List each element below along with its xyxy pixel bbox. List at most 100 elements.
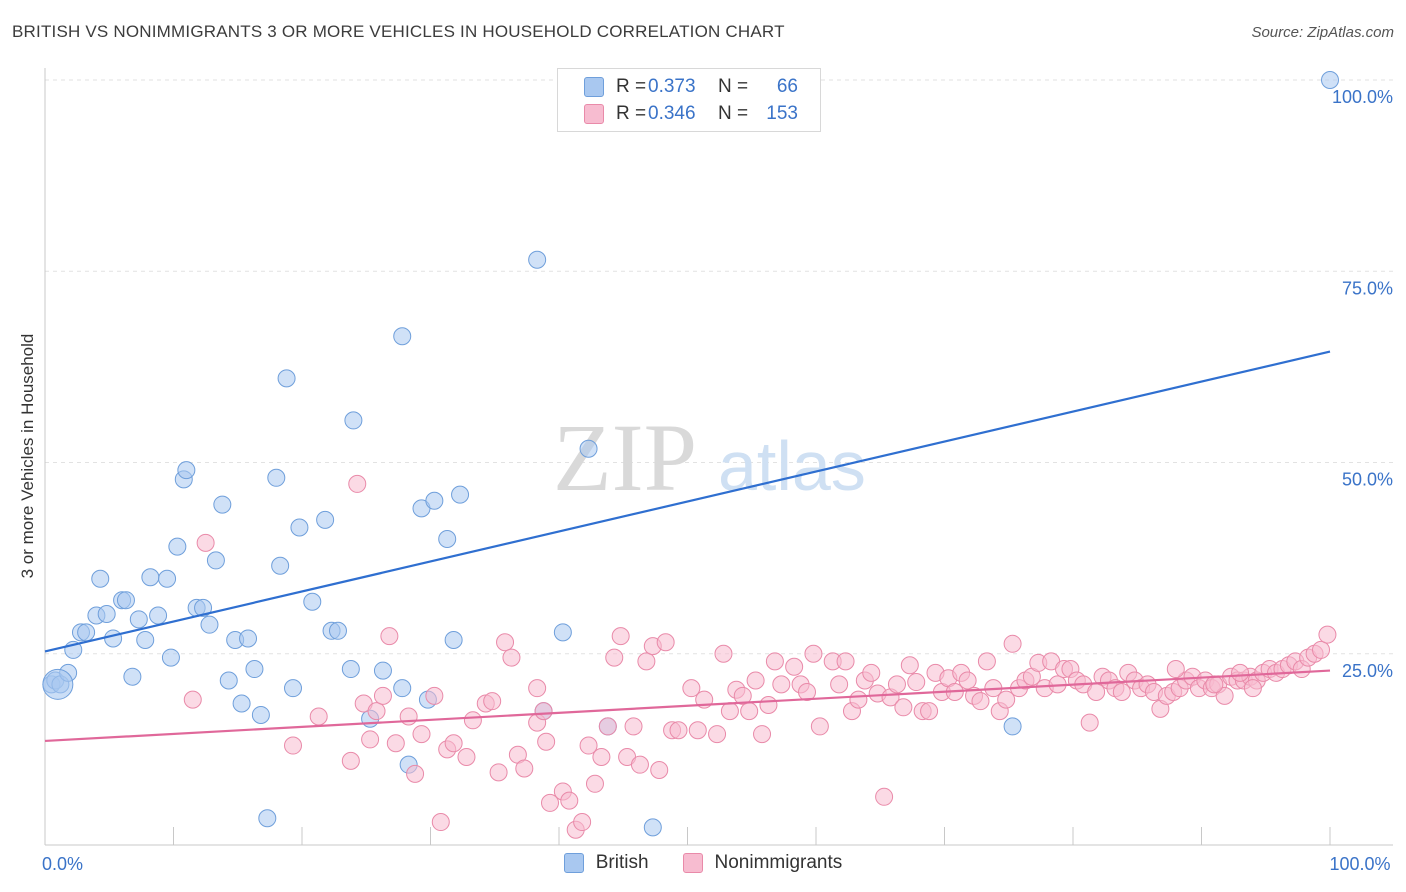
british-point	[341, 660, 360, 679]
trend-lines	[44, 350, 1331, 743]
nonimmigrants-point	[534, 702, 553, 721]
nonimmigrants-point	[740, 702, 759, 721]
british-point	[344, 411, 363, 430]
points	[42, 71, 1339, 839]
nonimmigrants-point	[637, 652, 656, 671]
british-point	[373, 661, 392, 680]
british-point	[579, 439, 598, 458]
nonimmigrants-point	[977, 652, 996, 671]
nonimmigrants-point	[1215, 686, 1234, 705]
legend-row-nonimmigrants: R = 0.346 N = 153	[584, 102, 798, 126]
nonimmigrants-point	[1003, 634, 1022, 653]
british-point	[91, 569, 110, 588]
nonimmigrants-point	[457, 748, 476, 767]
british-point	[438, 530, 457, 548]
british-point	[393, 679, 412, 698]
r-label: R =	[616, 103, 647, 124]
british-point	[553, 623, 572, 642]
nonimmigrants-point	[624, 717, 643, 736]
british-swatch	[584, 77, 604, 97]
nonimmigrants-point	[630, 755, 649, 774]
legend-row-british: R = 0.373 N = 66	[584, 75, 798, 99]
nonimmigrants-point	[708, 725, 727, 744]
nonimmigrants-point	[444, 734, 463, 753]
legend-item-nonimmigrants[interactable]: Nonimmigrants	[682, 852, 843, 874]
nonimmigrants-point	[611, 627, 630, 646]
nonimmigrants-point	[804, 644, 823, 663]
y-tick-label: 75.0%	[1342, 278, 1393, 298]
british-point	[149, 606, 168, 625]
british-trend-line	[44, 350, 1331, 653]
y-tick-label: 100.0%	[1332, 87, 1393, 107]
nonimmigrants-point	[406, 764, 425, 783]
british-point	[206, 551, 225, 570]
nonimmigrants-point	[560, 791, 579, 810]
nonimmigrants-point	[733, 686, 752, 705]
nonimmigrants-point	[830, 675, 849, 694]
british-point	[245, 660, 264, 679]
british-point	[303, 592, 322, 611]
nonimmigrants-point	[1231, 663, 1250, 682]
british-point	[141, 568, 160, 587]
nonimmigrants-point	[849, 690, 868, 709]
nonimmigrants-point	[537, 732, 556, 751]
british-point	[290, 518, 309, 537]
r-label: R =	[616, 76, 647, 97]
nonimmigrants-point	[196, 533, 215, 552]
y-axis-label: 3 or more Vehicles in Household	[18, 333, 37, 579]
british-swatch	[563, 853, 584, 873]
watermark-zip: ZIP	[553, 404, 697, 511]
british-point	[267, 468, 286, 487]
nonimmigrants-point	[746, 671, 765, 690]
british-point	[177, 461, 196, 480]
n-value: 66	[776, 76, 798, 97]
nonimmigrants-point	[515, 759, 534, 778]
nonimmigrants-point	[971, 692, 990, 711]
nonimmigrants-point	[798, 683, 817, 701]
chart-title: BRITISH VS NONIMMIGRANTS 3 OR MORE VEHIC…	[12, 22, 785, 41]
nonimmigrants-point	[920, 702, 939, 721]
nonimmigrants-point	[958, 671, 977, 690]
british-point	[1003, 717, 1022, 736]
british-point	[328, 621, 347, 640]
nonimmigrants-point	[785, 657, 804, 676]
nonimmigrants-point	[373, 686, 392, 705]
nonimmigrants-point	[887, 675, 906, 694]
y-tick-label: 50.0%	[1342, 470, 1393, 490]
british-point	[219, 671, 238, 690]
nonimmigrants-point	[489, 763, 508, 782]
nonimmigrants-point	[348, 474, 367, 493]
nonimmigrants-point	[714, 644, 733, 663]
british-point	[168, 537, 187, 556]
nonimmigrants-point	[483, 692, 502, 711]
nonimmigrants-point	[463, 711, 482, 730]
n-value: 153	[766, 103, 798, 124]
x-tick-label: 100.0%	[1329, 854, 1390, 874]
nonimmigrants-swatch	[682, 853, 703, 873]
legend-item-british[interactable]: British	[563, 852, 649, 874]
british-point	[77, 623, 96, 642]
nonimmigrants-point	[496, 633, 515, 652]
nonimmigrants-point	[585, 774, 604, 793]
nonimmigrants-point	[592, 748, 611, 767]
british-point	[643, 818, 662, 837]
r-value: 0.346	[648, 103, 696, 124]
r-value: 0.373	[648, 76, 696, 97]
nonimmigrants-swatch	[584, 104, 604, 124]
british-point	[451, 485, 470, 504]
legend-label: Nonimmigrants	[714, 852, 843, 873]
nonimmigrants-point	[894, 698, 913, 717]
n-label: N =	[718, 76, 749, 97]
british-point	[194, 598, 213, 617]
nonimmigrants-point	[425, 686, 444, 705]
british-point	[239, 629, 258, 648]
nonimmigrants-trend-line	[44, 669, 1331, 743]
nonimmigrants-point	[431, 813, 450, 832]
nonimmigrants-point	[875, 787, 894, 806]
british-point	[316, 510, 335, 529]
british-point	[425, 491, 444, 510]
nonimmigrants-point	[579, 736, 598, 755]
y-tick-label: 25.0%	[1342, 661, 1393, 681]
british-point	[1321, 71, 1339, 89]
british-point	[97, 604, 116, 623]
